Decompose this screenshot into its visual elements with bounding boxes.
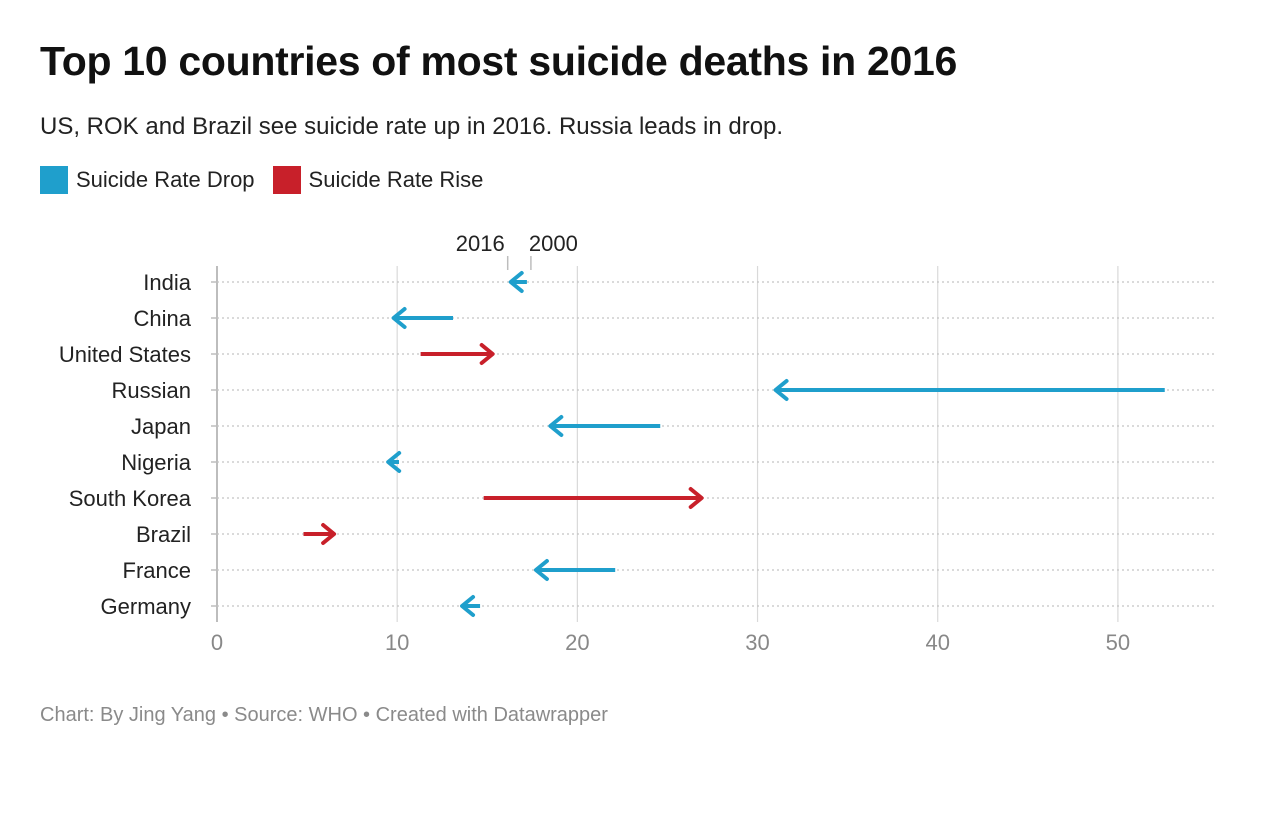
arrow-head-4 bbox=[548, 415, 564, 437]
chart-footer: Chart: By Jing Yang • Source: WHO • Crea… bbox=[40, 704, 608, 726]
x-tick-label-0: 0 bbox=[211, 630, 223, 655]
x-tick-label-3: 30 bbox=[745, 630, 769, 655]
category-label-9: Germany bbox=[101, 594, 191, 619]
legend: Suicide Rate Drop Suicide Rate Rise bbox=[40, 166, 501, 194]
x-tick-label-5: 50 bbox=[1106, 630, 1130, 655]
arrow-head-9 bbox=[460, 595, 476, 617]
legend-label-rise: Suicide Rate Rise bbox=[308, 167, 484, 192]
category-label-5: Nigeria bbox=[121, 450, 191, 475]
category-label-4: Japan bbox=[131, 414, 191, 439]
category-label-1: China bbox=[134, 306, 192, 331]
key-label-start: 2000 bbox=[529, 231, 578, 256]
x-tick-label-4: 40 bbox=[925, 630, 949, 655]
legend-item-drop: Suicide Rate Drop bbox=[40, 166, 255, 194]
arrow-head-3 bbox=[773, 379, 789, 401]
category-label-7: Brazil bbox=[136, 522, 191, 547]
arrow-head-7 bbox=[321, 523, 337, 545]
x-tick-label-2: 20 bbox=[565, 630, 589, 655]
chart-title: Top 10 countries of most suicide deaths … bbox=[40, 38, 957, 84]
category-label-3: Russian bbox=[112, 378, 191, 403]
category-label-8: France bbox=[123, 558, 191, 583]
legend-swatch-drop bbox=[40, 166, 68, 194]
arrow-head-2 bbox=[479, 343, 495, 365]
key-label-end: 2016 bbox=[456, 231, 505, 256]
category-label-0: India bbox=[143, 270, 191, 295]
arrow-head-5 bbox=[386, 451, 402, 473]
legend-swatch-rise bbox=[272, 166, 301, 194]
legend-item-rise: Suicide Rate Rise bbox=[272, 166, 484, 194]
arrow-head-6 bbox=[688, 487, 704, 509]
arrow-head-1 bbox=[391, 307, 407, 329]
arrow-head-0 bbox=[508, 271, 524, 293]
category-label-6: South Korea bbox=[69, 486, 192, 511]
category-label-2: United States bbox=[59, 342, 191, 367]
chart-subtitle: US, ROK and Brazil see suicide rate up i… bbox=[40, 113, 784, 140]
arrow-head-8 bbox=[533, 559, 549, 581]
x-tick-label-1: 10 bbox=[385, 630, 409, 655]
legend-label-drop: Suicide Rate Drop bbox=[76, 167, 255, 192]
